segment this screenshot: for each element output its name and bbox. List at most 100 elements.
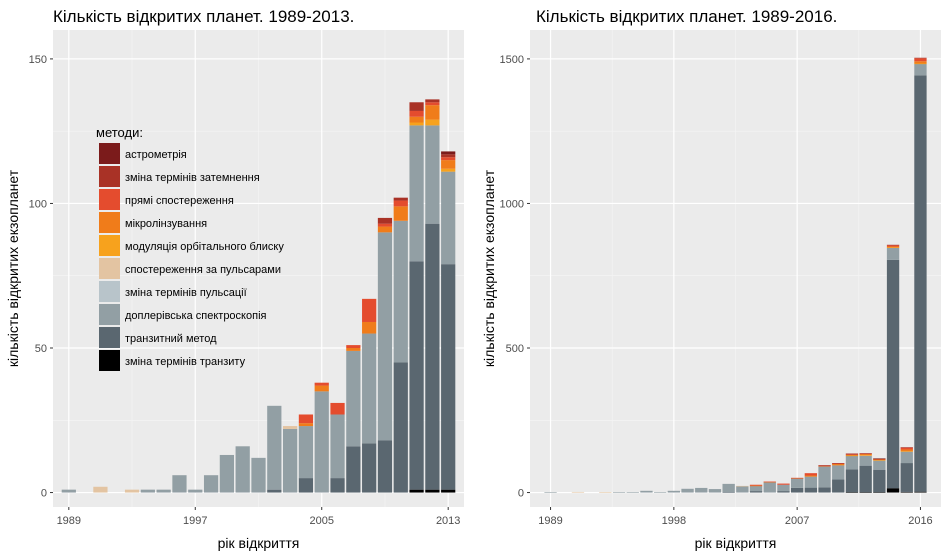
bar-segment <box>914 57 927 59</box>
bar-segment <box>777 483 790 485</box>
x-axis-label: рік відкриття <box>218 535 300 551</box>
bar-segment <box>441 168 456 172</box>
bar-segment <box>900 491 913 493</box>
bar-segment <box>612 492 626 493</box>
bar-segment <box>818 466 831 488</box>
legend-swatch <box>99 143 120 164</box>
bar-segment <box>393 362 408 493</box>
bar-segment <box>298 426 314 479</box>
legend-label: зміна термінів пульсації <box>125 287 247 299</box>
bar-segment <box>409 122 424 126</box>
bar-segment <box>845 492 859 493</box>
bar-segment <box>873 469 886 493</box>
x-tick-label: 1989 <box>538 515 562 527</box>
bar-segment <box>845 455 859 470</box>
bar-segment <box>219 454 234 493</box>
bar-segment <box>873 460 886 461</box>
bar-segment <box>377 223 393 227</box>
bar-segment <box>409 125 424 262</box>
bar-segment <box>763 481 776 483</box>
bar-segment <box>886 244 900 246</box>
bar-segment <box>914 61 927 64</box>
bar-segment <box>251 457 266 493</box>
chart-panel-2: 0 500 1000 1500 1989 1998 2007 2016 Кількість ві… <box>481 7 941 551</box>
bar-segment <box>749 485 763 487</box>
bar-segment <box>804 476 818 488</box>
bar-segment <box>330 414 345 479</box>
legend-swatch <box>99 327 120 348</box>
bar-segment <box>790 477 804 479</box>
bar-segment <box>441 171 456 265</box>
bar-segment <box>900 451 913 452</box>
bar-segment <box>873 460 886 470</box>
bar-segment <box>425 119 440 126</box>
bar-segment <box>267 489 282 493</box>
x-tick-label: 1989 <box>57 515 81 527</box>
bar-segment <box>362 321 377 334</box>
bar-segment <box>749 484 763 486</box>
legend-label: прямі спостереження <box>125 195 234 207</box>
legend-item: зміна термінів транзиту <box>99 350 246 371</box>
bar-segment <box>914 58 927 62</box>
legend-item: зміна термінів пульсації <box>99 281 247 302</box>
bar-segment <box>736 486 749 493</box>
bar-segment <box>900 449 913 452</box>
x-tick-label: 1998 <box>662 515 686 527</box>
bar-segment <box>409 110 424 117</box>
bar-segment <box>298 414 314 424</box>
bar-segment <box>330 402 345 415</box>
bar-segment <box>859 453 872 454</box>
bar-segment <box>859 465 872 493</box>
bar-segment <box>900 447 913 450</box>
bar-segment <box>859 455 872 466</box>
bar-segment <box>859 492 872 493</box>
bar-segment <box>283 426 298 429</box>
legend-label: доплерівська спектроскопія <box>125 310 267 322</box>
bar-segment <box>886 246 900 248</box>
bar-segment <box>377 217 393 224</box>
chart-title: Кількість відкритих планет. 1989-2016. <box>536 7 837 26</box>
bar-segment <box>832 463 845 466</box>
bar-segment <box>667 490 681 493</box>
bar-segment <box>346 348 361 351</box>
bar-segment <box>203 475 219 493</box>
bar-segment <box>393 197 408 201</box>
y-tick-label: 100 <box>29 198 47 210</box>
legend-item: астрометрія <box>99 143 187 164</box>
bar-segment <box>681 488 694 493</box>
bar-segment <box>777 484 790 492</box>
bar-segment <box>425 223 440 490</box>
bar-segment <box>314 385 329 392</box>
y-axis-label: кількість відкритих екзопланет <box>481 169 497 367</box>
bar-segment <box>346 350 361 447</box>
bar-segment <box>362 443 377 493</box>
legend-item: модуляція орбітального блиску <box>99 235 284 256</box>
x-tick-label: 1997 <box>183 515 207 527</box>
bar-segment <box>172 475 187 493</box>
bar-segment <box>441 154 456 158</box>
bar-segment <box>425 105 440 120</box>
x-tick-label: 2016 <box>908 515 932 527</box>
bar-segment <box>425 102 440 106</box>
bar-segment <box>845 454 859 456</box>
bar-segment <box>886 247 900 248</box>
bar-segment <box>156 489 171 493</box>
legend-swatch <box>99 304 120 325</box>
y-tick-label: 0 <box>518 488 524 500</box>
bar-segment <box>188 489 203 493</box>
bar-segment <box>441 151 456 155</box>
y-tick-label: 50 <box>35 343 47 355</box>
bar-segment <box>818 465 831 466</box>
legend-label: транзитний метод <box>125 333 217 345</box>
bar-segment <box>845 453 859 455</box>
bar-segment <box>298 478 314 493</box>
bar-segment <box>873 459 886 461</box>
chart-title: Кількість відкритих планет. 1989-2013. <box>53 7 354 26</box>
legend-label: зміна термінів затемнення <box>125 172 260 184</box>
bar-segment <box>441 264 456 490</box>
bar-segment <box>777 491 790 493</box>
bar-segment <box>409 489 424 493</box>
bar-segment <box>571 491 585 493</box>
bar-segment <box>314 382 329 386</box>
bar-segment <box>859 453 872 456</box>
